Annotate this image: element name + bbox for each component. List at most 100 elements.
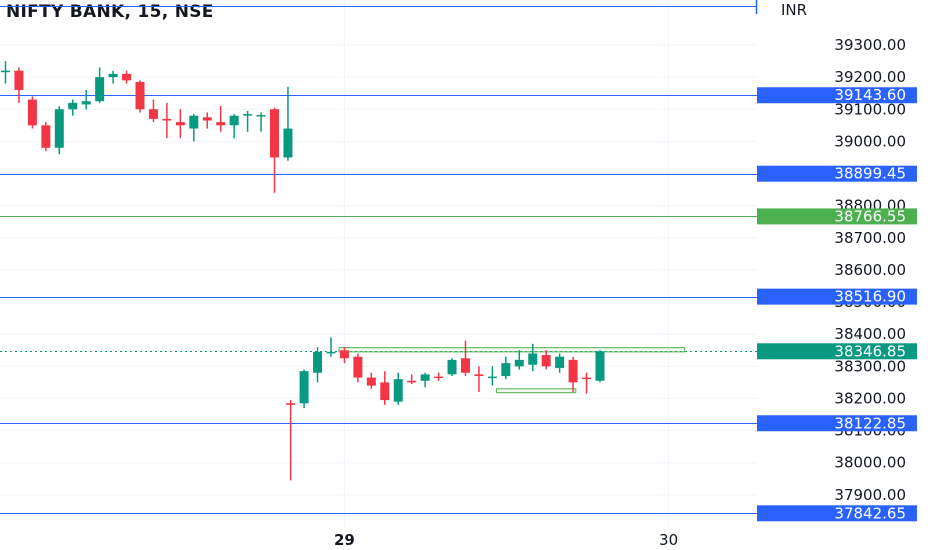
- candle-body: [162, 118, 172, 121]
- price-tag-bg: [757, 505, 917, 522]
- time-axis[interactable]: 29 30: [334, 531, 678, 549]
- candle-body: [256, 115, 266, 117]
- range-rectangle[interactable]: [495, 388, 577, 394]
- price-tick-label: 38600.00: [834, 261, 906, 279]
- candle[interactable]: [447, 358, 457, 376]
- candle-body: [420, 374, 430, 381]
- candle-body: [541, 355, 551, 367]
- candle[interactable]: [568, 356, 578, 393]
- candle[interactable]: [256, 112, 266, 132]
- candle[interactable]: [243, 110, 253, 132]
- candle-body: [175, 122, 185, 126]
- candle[interactable]: [81, 89, 91, 110]
- candle[interactable]: [299, 369, 309, 409]
- candle-body: [229, 115, 239, 126]
- candle[interactable]: [582, 372, 592, 394]
- candle[interactable]: [487, 366, 497, 386]
- candle-body: [514, 359, 524, 367]
- candle-body: [393, 379, 403, 402]
- price-tag-label: 38346.85: [834, 342, 906, 360]
- candle[interactable]: [68, 99, 78, 116]
- candle[interactable]: [380, 371, 390, 405]
- grid: [0, 0, 757, 527]
- range-rectangle[interactable]: [338, 347, 686, 353]
- price-tag-label: 37842.65: [834, 504, 906, 522]
- candle[interactable]: [528, 343, 538, 372]
- candle[interactable]: [202, 112, 212, 129]
- candle-body: [68, 102, 78, 110]
- price-tag-label: 38516.90: [834, 288, 906, 306]
- candle[interactable]: [41, 122, 51, 152]
- candle[interactable]: [14, 67, 24, 103]
- candle-body: [582, 377, 592, 380]
- price-tick-label: 39000.00: [834, 132, 906, 150]
- candle-body: [434, 376, 444, 379]
- candle-body: [243, 114, 253, 116]
- candle[interactable]: [135, 80, 145, 113]
- candle-body: [41, 125, 51, 148]
- candle[interactable]: [108, 70, 118, 84]
- candle[interactable]: [434, 372, 444, 381]
- price-tick-label: 38200.00: [834, 389, 906, 407]
- candle-body: [148, 109, 158, 119]
- candle-body: [353, 356, 363, 378]
- candle-body: [122, 73, 132, 81]
- candle-body: [501, 363, 511, 376]
- candle[interactable]: [122, 70, 132, 84]
- price-tag-label: 38122.85: [834, 414, 906, 432]
- candle-body: [95, 77, 105, 102]
- candle[interactable]: [189, 114, 199, 142]
- price-tag: 38899.45: [757, 165, 917, 183]
- candles[interactable]: [1, 61, 605, 481]
- candle[interactable]: [501, 356, 511, 380]
- candle[interactable]: [339, 347, 349, 364]
- price-tag-bg: [757, 288, 917, 305]
- candle[interactable]: [27, 96, 37, 129]
- candle[interactable]: [420, 372, 430, 388]
- candle-body: [202, 117, 212, 121]
- price-tag-bg: [757, 343, 917, 360]
- price-tick-label: 37900.00: [834, 486, 906, 504]
- candle-body: [135, 81, 145, 110]
- candle[interactable]: [54, 106, 64, 155]
- candle-body: [81, 101, 91, 105]
- candle[interactable]: [313, 347, 323, 383]
- candle[interactable]: [326, 337, 336, 357]
- price-tick-label: 38700.00: [834, 229, 906, 247]
- candle[interactable]: [541, 350, 551, 370]
- candle[interactable]: [216, 106, 226, 132]
- candle-body: [1, 70, 10, 73]
- rectangle-drawings[interactable]: [338, 347, 686, 394]
- price-tag-label: 38899.45: [834, 165, 906, 183]
- candle-body: [595, 351, 605, 381]
- candle[interactable]: [283, 86, 293, 161]
- candle[interactable]: [366, 372, 376, 389]
- candle[interactable]: [162, 102, 172, 139]
- candle[interactable]: [474, 366, 484, 393]
- candle-body: [299, 371, 309, 404]
- candle[interactable]: [460, 340, 470, 376]
- candle-body: [54, 109, 64, 148]
- candle[interactable]: [353, 353, 363, 383]
- candle[interactable]: [514, 350, 524, 370]
- candle[interactable]: [555, 353, 565, 373]
- candle[interactable]: [148, 99, 158, 123]
- candle-body: [14, 70, 24, 90]
- candle[interactable]: [595, 350, 605, 383]
- candle[interactable]: [229, 114, 239, 139]
- candle[interactable]: [1, 61, 10, 84]
- candle[interactable]: [175, 109, 185, 139]
- price-tick-label: 38400.00: [834, 325, 906, 343]
- candle[interactable]: [286, 400, 296, 481]
- candle[interactable]: [270, 107, 279, 193]
- candle-body: [270, 109, 279, 158]
- candle-body: [460, 358, 470, 373]
- candle[interactable]: [407, 374, 417, 385]
- price-tag: 37842.65: [757, 504, 917, 522]
- candle-body: [380, 382, 390, 401]
- candle-body: [568, 359, 578, 383]
- candle[interactable]: [95, 67, 105, 103]
- candle[interactable]: [393, 372, 403, 405]
- price-tick-label: 38300.00: [834, 357, 906, 375]
